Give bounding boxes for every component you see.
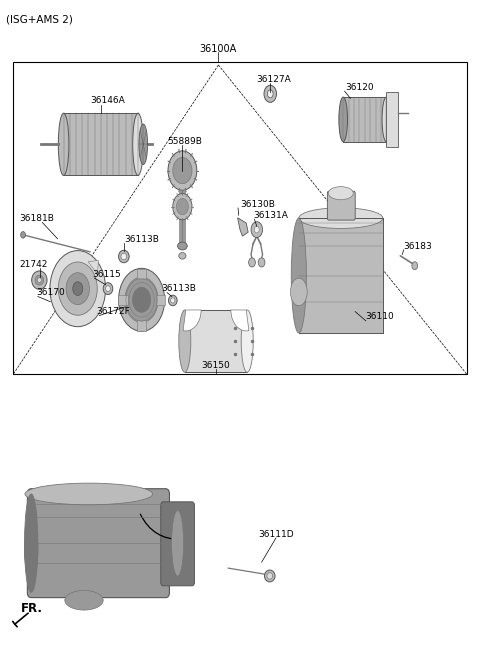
Ellipse shape <box>103 283 113 295</box>
Wedge shape <box>183 310 201 331</box>
Ellipse shape <box>119 250 129 263</box>
Bar <box>386 92 398 147</box>
Circle shape <box>73 282 83 295</box>
Ellipse shape <box>35 276 44 285</box>
Text: 36115: 36115 <box>92 270 121 279</box>
Ellipse shape <box>177 199 188 215</box>
Bar <box>118 295 128 305</box>
Bar <box>137 320 146 331</box>
Text: 36130B: 36130B <box>240 199 275 209</box>
Ellipse shape <box>241 310 253 373</box>
Circle shape <box>412 262 418 270</box>
Bar <box>63 113 138 175</box>
Ellipse shape <box>121 253 127 260</box>
Ellipse shape <box>173 194 192 220</box>
Circle shape <box>258 258 265 267</box>
Ellipse shape <box>179 310 191 373</box>
Circle shape <box>249 258 255 267</box>
Ellipse shape <box>132 113 143 175</box>
Text: 36146A: 36146A <box>91 96 125 105</box>
Text: 36172F: 36172F <box>96 307 130 316</box>
Text: 36113B: 36113B <box>161 284 196 293</box>
Circle shape <box>66 273 89 304</box>
Ellipse shape <box>178 242 187 250</box>
Ellipse shape <box>65 590 103 610</box>
Circle shape <box>50 251 106 327</box>
Bar <box>299 218 383 333</box>
Bar <box>13 62 467 374</box>
Ellipse shape <box>382 97 391 142</box>
Ellipse shape <box>267 573 273 579</box>
Text: 36170: 36170 <box>36 288 65 297</box>
Text: FR.: FR. <box>21 602 43 615</box>
Ellipse shape <box>291 218 306 333</box>
Ellipse shape <box>172 510 184 576</box>
Text: 36111D: 36111D <box>258 530 294 539</box>
Bar <box>185 310 247 373</box>
Ellipse shape <box>37 278 41 282</box>
Text: 55889B: 55889B <box>168 136 202 146</box>
Circle shape <box>132 287 151 312</box>
Ellipse shape <box>24 522 38 581</box>
Text: 36120: 36120 <box>346 83 374 92</box>
FancyBboxPatch shape <box>27 489 169 598</box>
Ellipse shape <box>171 298 175 303</box>
Text: 36110: 36110 <box>365 312 394 321</box>
Ellipse shape <box>32 271 47 289</box>
Bar <box>343 97 386 142</box>
Circle shape <box>254 226 259 233</box>
Ellipse shape <box>139 124 148 165</box>
Text: 36181B: 36181B <box>19 214 54 223</box>
Text: 36131A: 36131A <box>253 211 288 220</box>
Ellipse shape <box>106 286 110 291</box>
Ellipse shape <box>173 157 192 184</box>
Ellipse shape <box>168 151 197 190</box>
Circle shape <box>58 262 97 316</box>
Text: 36183: 36183 <box>403 241 432 251</box>
Polygon shape <box>88 260 98 274</box>
Ellipse shape <box>339 97 348 142</box>
Ellipse shape <box>59 113 69 175</box>
Text: 36113B: 36113B <box>124 235 159 244</box>
Wedge shape <box>231 310 249 331</box>
Bar <box>156 295 165 305</box>
Text: 36127A: 36127A <box>256 75 291 84</box>
Circle shape <box>251 222 263 237</box>
Circle shape <box>264 85 276 102</box>
Ellipse shape <box>264 570 275 582</box>
Ellipse shape <box>290 278 307 306</box>
Ellipse shape <box>168 295 177 306</box>
Text: 36150: 36150 <box>202 361 230 370</box>
FancyBboxPatch shape <box>327 192 355 220</box>
Ellipse shape <box>25 483 153 505</box>
Bar <box>137 269 146 279</box>
FancyBboxPatch shape <box>161 502 194 586</box>
Text: 21742: 21742 <box>19 260 48 269</box>
Ellipse shape <box>328 186 353 199</box>
Ellipse shape <box>21 232 25 238</box>
Circle shape <box>119 268 165 331</box>
Circle shape <box>125 277 158 323</box>
Circle shape <box>267 90 273 98</box>
Ellipse shape <box>179 253 186 259</box>
Polygon shape <box>238 218 248 236</box>
Ellipse shape <box>24 494 38 592</box>
Text: (ISG+AMS 2): (ISG+AMS 2) <box>6 14 72 24</box>
Text: 36100A: 36100A <box>200 44 237 54</box>
Ellipse shape <box>299 208 383 228</box>
